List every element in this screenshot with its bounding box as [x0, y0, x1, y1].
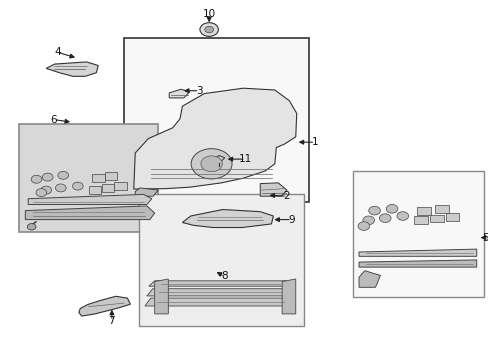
Text: 6: 6 — [50, 114, 57, 125]
Polygon shape — [46, 62, 98, 76]
Polygon shape — [25, 206, 154, 220]
Bar — [124, 38, 308, 202]
Circle shape — [201, 156, 222, 172]
Circle shape — [357, 222, 369, 230]
Circle shape — [42, 173, 53, 181]
Bar — [417, 207, 430, 215]
Circle shape — [200, 23, 218, 36]
Polygon shape — [144, 298, 295, 306]
Text: 10: 10 — [202, 9, 215, 19]
Bar — [104, 172, 117, 180]
Polygon shape — [79, 296, 130, 316]
Circle shape — [36, 189, 46, 197]
Bar — [92, 174, 104, 182]
Bar — [88, 186, 101, 194]
Bar — [114, 182, 127, 190]
Circle shape — [396, 212, 408, 220]
Polygon shape — [148, 281, 291, 286]
Bar — [445, 213, 458, 221]
Polygon shape — [134, 88, 296, 189]
Bar — [139, 194, 304, 326]
Circle shape — [41, 186, 51, 194]
Circle shape — [58, 171, 68, 179]
Circle shape — [362, 216, 374, 225]
Text: 7: 7 — [108, 316, 115, 326]
Circle shape — [31, 175, 42, 183]
Circle shape — [55, 184, 66, 192]
Bar — [413, 216, 427, 224]
Polygon shape — [282, 279, 295, 314]
Text: 4: 4 — [54, 47, 61, 57]
Polygon shape — [135, 188, 158, 196]
Text: 2: 2 — [283, 191, 290, 201]
Polygon shape — [182, 210, 273, 228]
Text: 5: 5 — [481, 233, 488, 243]
Circle shape — [368, 206, 380, 215]
Bar — [434, 205, 447, 213]
Bar — [429, 215, 443, 222]
Circle shape — [191, 149, 232, 179]
Polygon shape — [146, 289, 293, 296]
Circle shape — [379, 214, 390, 222]
Circle shape — [204, 26, 213, 33]
Polygon shape — [169, 89, 189, 98]
Circle shape — [386, 204, 397, 213]
Polygon shape — [358, 271, 380, 287]
Polygon shape — [214, 156, 224, 163]
Polygon shape — [358, 249, 476, 256]
Polygon shape — [154, 279, 168, 314]
Bar — [20, 124, 158, 232]
Circle shape — [72, 182, 83, 190]
Polygon shape — [260, 183, 286, 196]
Bar — [352, 171, 483, 297]
Polygon shape — [358, 260, 476, 267]
Circle shape — [27, 224, 36, 230]
Text: 3: 3 — [196, 86, 203, 96]
Text: 9: 9 — [288, 215, 295, 225]
Polygon shape — [28, 194, 151, 204]
Text: 8: 8 — [221, 271, 227, 282]
Text: 11: 11 — [239, 154, 252, 164]
Text: 1: 1 — [311, 137, 318, 147]
Bar — [102, 184, 114, 192]
